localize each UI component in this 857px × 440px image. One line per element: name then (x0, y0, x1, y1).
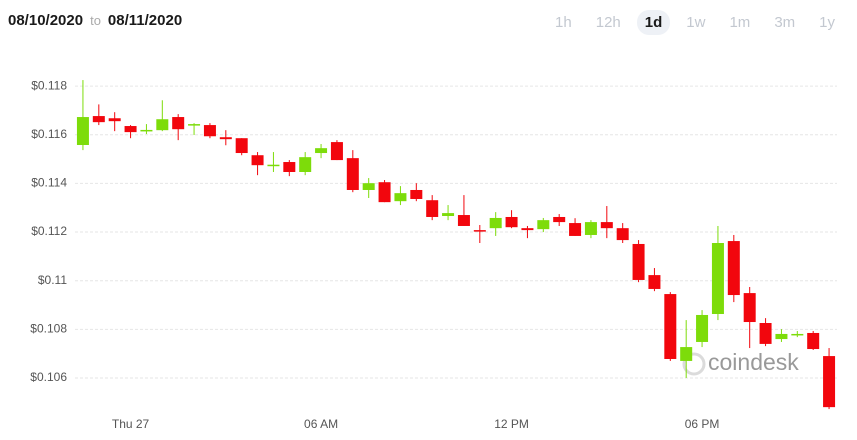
range-button[interactable]: 12h (595, 14, 621, 31)
candle-body (362, 183, 375, 190)
candle-body (346, 158, 359, 190)
candle-body (521, 228, 534, 231)
candle-body (823, 356, 836, 408)
candle-body (315, 148, 328, 154)
y-tick-label: $0.108 (30, 321, 67, 335)
candle-body (203, 125, 216, 137)
candle-body (283, 162, 296, 172)
y-tick-label: $0.106 (30, 370, 67, 384)
range-button[interactable]: 1m (729, 14, 751, 31)
y-tick-label: $0.114 (31, 176, 67, 190)
candle-body (219, 137, 232, 140)
candle-body (235, 138, 248, 154)
candle-body (711, 243, 724, 315)
candle-body (791, 333, 804, 336)
candle-body (251, 155, 264, 166)
x-tick-label: Thu 27 (112, 417, 150, 431)
candle-body (616, 228, 629, 241)
range-button[interactable]: 1d (636, 10, 671, 35)
candle-body (299, 157, 312, 172)
y-tick-label: $0.118 (31, 78, 67, 92)
header: 08/10/2020 to 08/11/2020 1h 12h 1d 1w 1m 3m 1y (0, 0, 857, 48)
candle-body (664, 294, 677, 359)
candle-body (759, 323, 772, 344)
candle-body (553, 216, 566, 223)
x-tick-label: 06 AM (304, 417, 338, 431)
y-tick-label: $0.11 (38, 273, 67, 287)
candle-body (775, 333, 788, 340)
candle-body (584, 222, 597, 235)
candle-body (156, 119, 169, 131)
candle-body (473, 230, 486, 232)
x-tick-label: 12 PM (494, 417, 529, 431)
candle-body (442, 213, 455, 217)
candle-body (267, 164, 280, 167)
candle-body (489, 217, 502, 229)
candle-body (426, 200, 439, 217)
range-button[interactable]: 1y (819, 14, 835, 31)
date-from[interactable]: 08/10/2020 (8, 12, 84, 29)
candle-body (457, 215, 470, 226)
x-tick-label: 06 PM (685, 417, 720, 431)
watermark-logo (682, 352, 706, 376)
candle-body (680, 347, 693, 361)
candle-body (394, 193, 407, 202)
to-label: to (90, 13, 101, 28)
candle-body (378, 182, 391, 203)
watermark-text: coindesk (708, 349, 799, 375)
candle-body (108, 118, 121, 122)
range-button[interactable]: 1h (555, 14, 572, 31)
candle-body (410, 189, 423, 199)
date-to[interactable]: 08/11/2020 (107, 12, 183, 29)
watermark (682, 352, 706, 376)
range-button[interactable]: 1w (686, 14, 706, 31)
date-range: 08/10/2020 to 08/11/2020 (8, 12, 182, 29)
candle-body (743, 293, 756, 323)
candle-body (505, 216, 518, 228)
candle-body (188, 124, 201, 126)
candle-body (330, 142, 343, 161)
candle-body (632, 243, 645, 280)
candle-body (537, 220, 550, 230)
range-button[interactable]: 3m (774, 14, 796, 31)
candle-body (648, 275, 661, 289)
candle-body (569, 223, 582, 236)
candle-body (727, 241, 740, 296)
candle-body (172, 117, 185, 130)
y-tick-label: $0.112 (31, 224, 67, 238)
y-tick-label: $0.116 (31, 127, 67, 141)
candle-body (124, 126, 137, 133)
range-buttons: 1h 12h 1d 1w 1m 3m 1y (547, 10, 843, 35)
candle-body (92, 116, 105, 123)
candle-body (76, 117, 89, 146)
candle-body (600, 222, 613, 229)
candle-body (696, 314, 709, 342)
candle-body (140, 129, 153, 132)
candle-body (807, 332, 820, 350)
